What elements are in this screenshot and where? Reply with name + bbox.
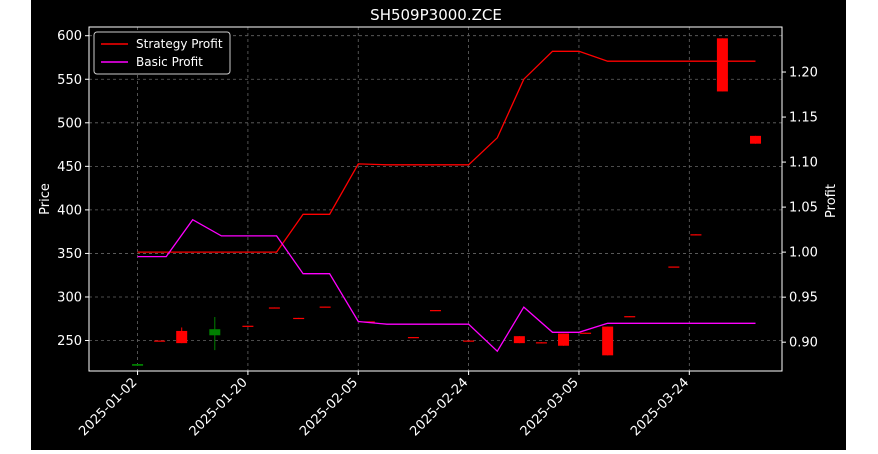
- left-tick-label: 450: [57, 160, 82, 175]
- candle-body: [132, 364, 144, 366]
- candle-body: [430, 310, 441, 312]
- grid-layer: [89, 27, 782, 371]
- left-tick-label: 350: [57, 247, 82, 262]
- chart-title: SH509P3000.ZCE: [370, 6, 502, 24]
- legend-box: [93, 31, 231, 75]
- right-tick-label: 1.10: [789, 156, 818, 171]
- right-tick-label: 0.95: [789, 291, 818, 306]
- legend-strategy-label: Strategy Profit: [136, 37, 223, 51]
- x-tick-label: 2025-02-24: [407, 375, 471, 439]
- left-tick-label: 600: [57, 29, 82, 44]
- left-tick-label: 550: [57, 73, 82, 88]
- candle-body: [154, 340, 166, 342]
- x-tick-label: 2025-01-20: [187, 375, 251, 439]
- strategy-profit-line: [137, 50, 756, 253]
- left-axis-label: Price: [38, 183, 53, 215]
- candle-body: [716, 38, 728, 92]
- left-tick-label: 500: [57, 116, 82, 131]
- candle-body: [209, 329, 221, 336]
- right-axis-label: Profit: [824, 184, 839, 218]
- candle-body: [319, 306, 331, 308]
- candle-body: [558, 333, 570, 346]
- candle-body: [668, 266, 680, 268]
- candle-body: [580, 332, 592, 334]
- candle-body: [293, 317, 305, 320]
- candle-body: [535, 342, 547, 344]
- plot-frame: [88, 26, 783, 372]
- figure-canvas: SH509P3000.ZCE 250 300 350 400 450 500 550 600 …: [31, 0, 846, 450]
- right-tick-label: 0.90: [789, 336, 818, 351]
- candle-body: [268, 307, 280, 309]
- x-tick-label: 2025-02-05: [297, 375, 361, 439]
- legend: Strategy Profit Basic Profit: [93, 31, 231, 75]
- date-axis: 2025-01-02 2025-01-20 2025-02-05 2025-02-24…: [76, 371, 692, 439]
- candle-body: [463, 340, 475, 342]
- candle-body: [750, 135, 762, 144]
- left-tick-label: 300: [57, 290, 82, 305]
- candle-body: [624, 316, 636, 318]
- legend-basic-label: Basic Profit: [136, 55, 203, 69]
- candle-body: [176, 330, 188, 344]
- right-profit-axis: 0.90 0.95 1.00 1.05 1.10 1.15 1.20: [782, 66, 818, 351]
- right-tick-label: 1.05: [789, 201, 818, 216]
- profit-lines-layer: [137, 50, 756, 353]
- right-tick-label: 1.15: [789, 111, 818, 126]
- x-tick-label: 2025-03-24: [628, 375, 692, 439]
- candle-body: [690, 234, 702, 236]
- left-tick-label: 400: [57, 203, 82, 218]
- x-tick-label: 2025-03-05: [518, 375, 582, 439]
- candle-body: [602, 326, 614, 356]
- basic-profit-line: [137, 218, 756, 353]
- right-tick-label: 1.00: [789, 246, 818, 261]
- right-tick-label: 1.20: [789, 66, 818, 81]
- candle-body: [242, 325, 254, 327]
- left-price-axis: 250 300 350 400 450 500 550 600: [57, 29, 89, 349]
- candle-body: [407, 337, 419, 339]
- profit-candlestick-chart: SH509P3000.ZCE 250300350400450500550600 …: [38, 6, 839, 439]
- candles-layer: [132, 38, 762, 366]
- x-tick-label: 2025-01-02: [76, 375, 140, 439]
- candle-body: [513, 336, 525, 344]
- left-tick-label: 250: [57, 334, 82, 349]
